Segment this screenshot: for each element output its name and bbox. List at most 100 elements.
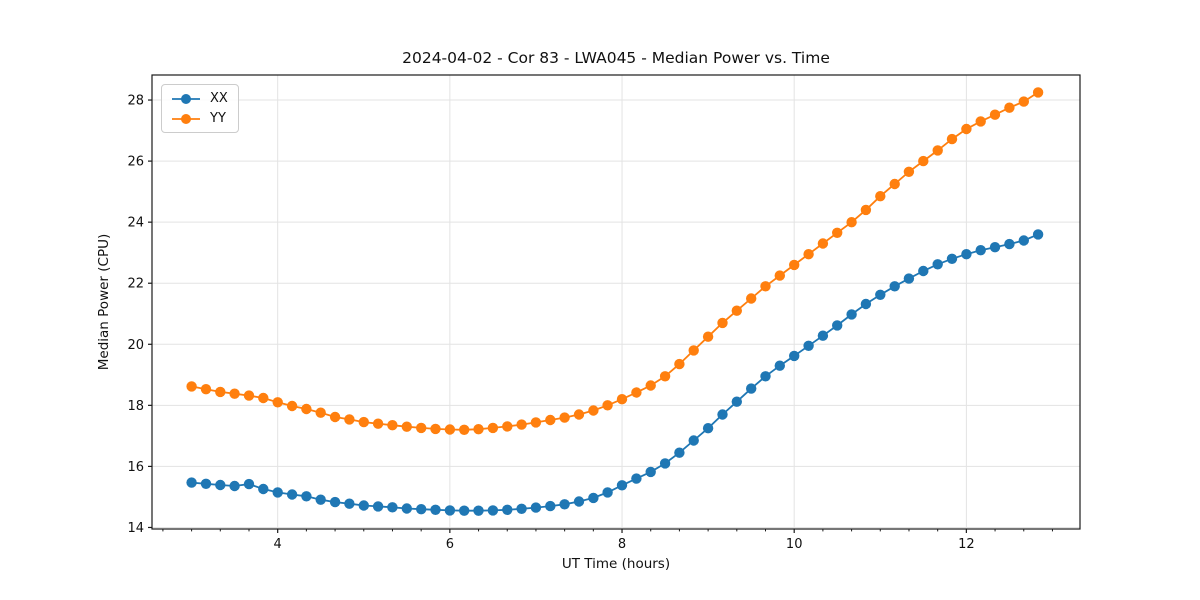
data-point-YY — [344, 414, 355, 425]
data-point-XX — [487, 505, 499, 516]
data-point-XX — [616, 480, 628, 491]
series-line-YY — [191, 91, 1039, 431]
data-point-YY — [932, 145, 943, 156]
x-tick-label: 12 — [958, 537, 975, 552]
data-point-YY — [229, 388, 240, 399]
data-point-YY — [688, 345, 699, 356]
data-point-XX — [329, 496, 341, 508]
data-point-YY — [946, 133, 958, 145]
data-point-YY — [559, 412, 570, 423]
data-point-XX — [444, 505, 456, 516]
data-point-XX — [372, 501, 384, 512]
data-point-YY — [487, 422, 499, 434]
data-point-XX — [430, 504, 441, 515]
data-point-XX — [358, 500, 369, 511]
data-point-YY — [301, 403, 312, 415]
data-point-XX — [932, 259, 943, 270]
data-point-XX — [315, 494, 326, 505]
data-point-XX — [1004, 238, 1015, 250]
data-point-XX — [760, 371, 771, 382]
data-point-XX — [387, 502, 398, 513]
data-point-YY — [903, 166, 915, 177]
y-axis-label: Median Power (CPU) — [96, 233, 112, 371]
data-point-XX — [1018, 235, 1029, 246]
legend: XX YY — [161, 84, 239, 133]
data-point-XX — [946, 253, 958, 264]
data-point-XX — [903, 273, 915, 284]
data-point-XX — [573, 496, 585, 507]
data-point-YY — [602, 400, 613, 411]
legend-item-XX: XX — [171, 90, 228, 107]
data-point-YY — [889, 178, 900, 190]
data-point-YY — [530, 417, 542, 428]
data-point-XX — [889, 281, 900, 292]
data-point-XX — [774, 360, 785, 371]
data-point-XX — [688, 435, 699, 446]
data-point-YY — [200, 384, 212, 395]
data-point-YY — [702, 331, 714, 342]
data-point-XX — [344, 498, 355, 509]
x-tick-label: 10 — [786, 537, 803, 552]
data-point-XX — [961, 249, 972, 260]
y-tick-label: 28 — [127, 94, 144, 109]
y-tick-label: 14 — [127, 521, 144, 536]
data-point-YY — [1004, 102, 1015, 113]
data-point-YY — [1018, 96, 1029, 107]
data-point-XX — [659, 458, 671, 469]
data-point-YY — [817, 238, 829, 249]
data-point-XX — [502, 504, 513, 515]
data-point-XX — [286, 489, 298, 500]
data-point-XX — [674, 447, 685, 458]
data-point-YY — [430, 423, 441, 435]
y-tick-label: 18 — [127, 399, 144, 414]
data-point-YY — [272, 397, 283, 408]
data-point-YY — [416, 422, 427, 434]
data-point-YY — [803, 249, 814, 260]
data-point-YY — [444, 424, 456, 435]
data-point-YY — [387, 420, 398, 431]
data-point-YY — [746, 293, 757, 304]
legend-item-YY: YY — [171, 110, 228, 127]
data-point-YY — [918, 155, 929, 167]
y-tick-label: 20 — [127, 338, 144, 353]
data-point-YY — [989, 109, 1001, 120]
x-tick-label: 8 — [618, 537, 626, 552]
data-point-XX — [875, 289, 886, 300]
data-point-YY — [401, 421, 412, 432]
x-tick-label: 4 — [274, 537, 282, 552]
data-point-XX — [473, 505, 484, 516]
data-point-YY — [875, 191, 886, 202]
data-point-XX — [459, 505, 470, 516]
data-point-XX — [200, 478, 212, 489]
y-tick-label: 26 — [127, 155, 144, 170]
data-point-YY — [286, 400, 298, 412]
data-point-YY — [588, 405, 599, 416]
data-point-YY — [760, 281, 771, 292]
data-point-XX — [588, 492, 599, 504]
data-point-YY — [215, 386, 226, 398]
data-point-YY — [975, 116, 986, 127]
data-point-YY — [473, 424, 484, 435]
x-tick-label: 6 — [446, 537, 454, 552]
data-point-XX — [702, 423, 714, 434]
data-point-YY — [961, 123, 972, 135]
data-point-XX — [832, 320, 843, 331]
data-point-YY — [329, 411, 341, 423]
data-point-YY — [846, 217, 857, 228]
data-point-XX — [645, 466, 656, 478]
data-point-YY — [659, 371, 671, 382]
x-axis-label: UT Time (hours) — [561, 556, 671, 572]
data-point-XX — [243, 478, 255, 490]
data-point-YY — [573, 409, 585, 420]
data-point-YY — [717, 317, 728, 329]
data-point-XX — [803, 340, 814, 351]
data-point-YY — [731, 305, 742, 316]
legend-marker-XX — [172, 93, 200, 104]
legend-label: YY — [210, 111, 226, 126]
legend-label: XX — [210, 91, 228, 106]
data-point-XX — [860, 298, 872, 310]
data-point-YY — [774, 270, 785, 281]
data-point-YY — [502, 421, 513, 432]
data-point-XX — [717, 409, 728, 420]
